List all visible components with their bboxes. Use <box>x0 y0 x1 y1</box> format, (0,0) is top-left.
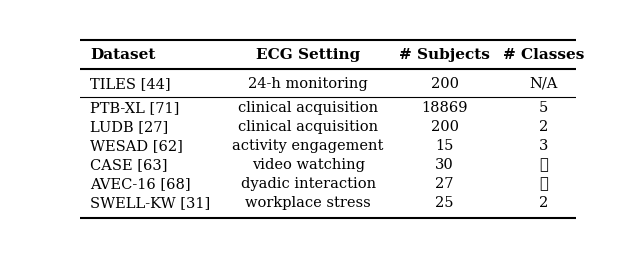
Text: activity engagement: activity engagement <box>232 139 384 153</box>
Text: # Classes: # Classes <box>503 48 584 62</box>
Text: N/A: N/A <box>529 77 558 91</box>
Text: 25: 25 <box>435 196 454 210</box>
Text: ★: ★ <box>540 177 548 191</box>
Text: 5: 5 <box>539 101 548 115</box>
Text: 30: 30 <box>435 158 454 172</box>
Text: 2: 2 <box>539 120 548 134</box>
Text: PTB-XL [71]: PTB-XL [71] <box>90 101 179 115</box>
Text: video watching: video watching <box>252 158 365 172</box>
Text: 18869: 18869 <box>421 101 468 115</box>
Text: workplace stress: workplace stress <box>245 196 371 210</box>
Text: 27: 27 <box>435 177 454 191</box>
Text: CASE [63]: CASE [63] <box>90 158 168 172</box>
Text: clinical acquisition: clinical acquisition <box>238 120 378 134</box>
Text: 24-h monitoring: 24-h monitoring <box>248 77 368 91</box>
Text: # Subjects: # Subjects <box>399 48 490 62</box>
Text: SWELL-KW [31]: SWELL-KW [31] <box>90 196 210 210</box>
Text: 3: 3 <box>539 139 548 153</box>
Text: WESAD [62]: WESAD [62] <box>90 139 183 153</box>
Text: AVEC-16 [68]: AVEC-16 [68] <box>90 177 191 191</box>
Text: 15: 15 <box>435 139 454 153</box>
Text: Dataset: Dataset <box>90 48 156 62</box>
Text: ★: ★ <box>540 158 548 172</box>
Text: 200: 200 <box>431 77 458 91</box>
Text: 2: 2 <box>539 196 548 210</box>
Text: dyadic interaction: dyadic interaction <box>241 177 376 191</box>
Text: clinical acquisition: clinical acquisition <box>238 101 378 115</box>
Text: LUDB [27]: LUDB [27] <box>90 120 168 134</box>
Text: TILES [44]: TILES [44] <box>90 77 170 91</box>
Text: 200: 200 <box>431 120 458 134</box>
Text: ECG Setting: ECG Setting <box>256 48 360 62</box>
